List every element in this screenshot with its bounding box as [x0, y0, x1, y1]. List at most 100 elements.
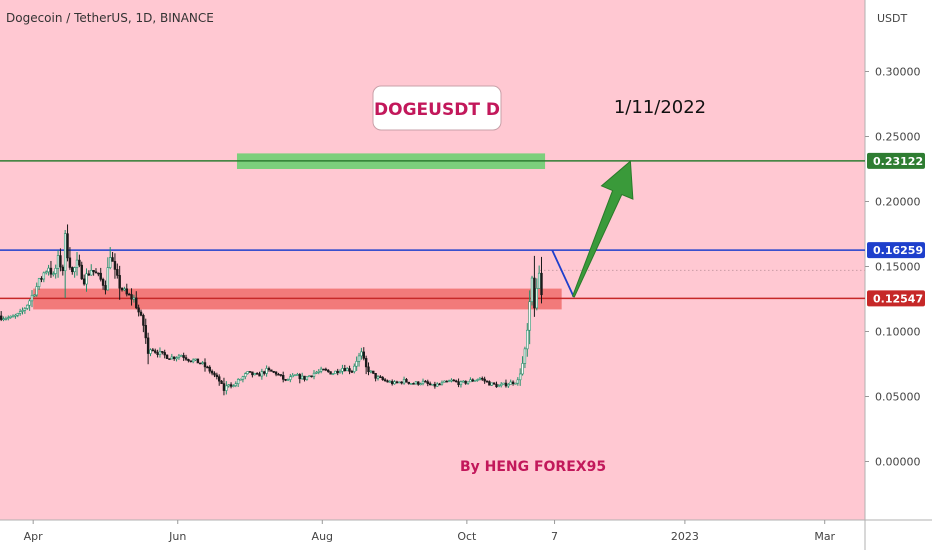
- candle-body: [244, 373, 247, 377]
- candle-body: [52, 273, 55, 275]
- candle-body: [16, 313, 19, 316]
- candle-body: [7, 317, 10, 319]
- candle-body: [471, 379, 474, 382]
- candle-body: [303, 375, 306, 380]
- candle-body: [355, 361, 358, 367]
- candle-body: [229, 384, 233, 387]
- candle-body: [73, 267, 76, 273]
- candle-body: [476, 379, 479, 381]
- candle-body: [537, 272, 541, 289]
- candle-body: [82, 278, 86, 285]
- candle-body: [445, 380, 448, 383]
- candle-body: [272, 371, 275, 373]
- candle-body: [504, 382, 508, 387]
- candle-body: [492, 382, 496, 385]
- x-tick-label: 2023: [671, 530, 699, 543]
- candle-body: [56, 255, 60, 269]
- candle-body: [21, 310, 24, 312]
- candle-body: [116, 269, 119, 276]
- candle-body: [125, 288, 128, 295]
- candle-body: [59, 255, 62, 268]
- y-tick-label: 0.10000: [875, 326, 921, 339]
- annotation-title: DOGEUSDT D: [374, 100, 500, 120]
- candle-body: [322, 368, 325, 371]
- candle-body: [398, 381, 401, 384]
- candle-body: [187, 359, 190, 362]
- candle-body: [369, 370, 373, 373]
- candle-body: [523, 348, 527, 364]
- y-tick-label: 0.05000: [875, 391, 921, 404]
- candle-body: [300, 375, 304, 380]
- candle-body: [80, 264, 83, 280]
- candle-body: [26, 304, 29, 309]
- candle-body: [180, 355, 183, 357]
- candle-body: [502, 382, 505, 385]
- candle-body: [447, 380, 451, 383]
- candle-body: [45, 271, 48, 274]
- candle-body: [75, 259, 79, 268]
- candle-body: [165, 354, 169, 359]
- candle-body: [218, 376, 221, 382]
- x-tick-label: Oct: [457, 530, 477, 543]
- candle-body: [497, 385, 501, 388]
- candle-body: [239, 378, 242, 381]
- candle-body: [113, 261, 117, 270]
- candle-body: [203, 362, 207, 368]
- candle-body: [172, 356, 176, 360]
- candle-body: [213, 372, 216, 376]
- candle-body: [454, 380, 458, 383]
- candle-body: [357, 355, 361, 362]
- x-tick-label: Apr: [24, 530, 44, 543]
- candle-body: [417, 381, 420, 385]
- candle-body: [225, 385, 228, 391]
- candle-body: [376, 376, 380, 379]
- candle-body: [118, 275, 121, 289]
- candle-body: [42, 272, 46, 280]
- y-tick-label: 0.15000: [875, 261, 921, 274]
- candle-body: [71, 267, 74, 273]
- candle-body: [194, 358, 197, 361]
- candle-body: [94, 271, 98, 274]
- candle-body: [452, 379, 456, 382]
- candle-body: [495, 383, 498, 388]
- y-tick-label: 0.30000: [875, 66, 921, 79]
- candle-body: [526, 329, 529, 350]
- candle-body: [284, 379, 287, 381]
- y-axis-unit: USDT: [877, 12, 908, 25]
- candle-body: [514, 382, 517, 385]
- candle-body: [206, 366, 209, 369]
- candle-body: [540, 272, 543, 296]
- candle-body: [386, 380, 389, 383]
- candle-body: [312, 372, 316, 377]
- candle-body: [78, 259, 81, 266]
- candle-body: [227, 384, 230, 387]
- candle-body: [341, 368, 344, 372]
- candle-body: [265, 368, 268, 374]
- candle-body: [208, 366, 211, 372]
- candle-body: [177, 355, 181, 358]
- candle-body: [329, 371, 332, 375]
- candle-body: [345, 368, 349, 372]
- candle-body: [424, 380, 427, 383]
- candle-body: [277, 373, 280, 376]
- candle-body: [270, 369, 273, 372]
- candle-body: [293, 374, 297, 377]
- candle-body: [364, 358, 368, 368]
- candle-body: [464, 380, 467, 384]
- candle-body: [379, 376, 382, 378]
- chart-title: Dogecoin / TetherUS, 1D, BINANCE: [6, 11, 214, 25]
- resistance-price-tag: [867, 242, 925, 259]
- candle-body: [521, 363, 524, 375]
- candle-body: [407, 381, 411, 384]
- support-price-tag: [867, 290, 925, 307]
- candle-body: [144, 325, 147, 339]
- candle-body: [500, 383, 503, 386]
- candle-body: [440, 381, 444, 385]
- candle-body: [127, 293, 131, 296]
- x-tick-label: Jun: [168, 530, 186, 543]
- candle-body: [393, 381, 396, 385]
- candle-body: [348, 368, 351, 372]
- candle-body: [374, 372, 377, 379]
- x-tick-label: Mar: [814, 530, 835, 543]
